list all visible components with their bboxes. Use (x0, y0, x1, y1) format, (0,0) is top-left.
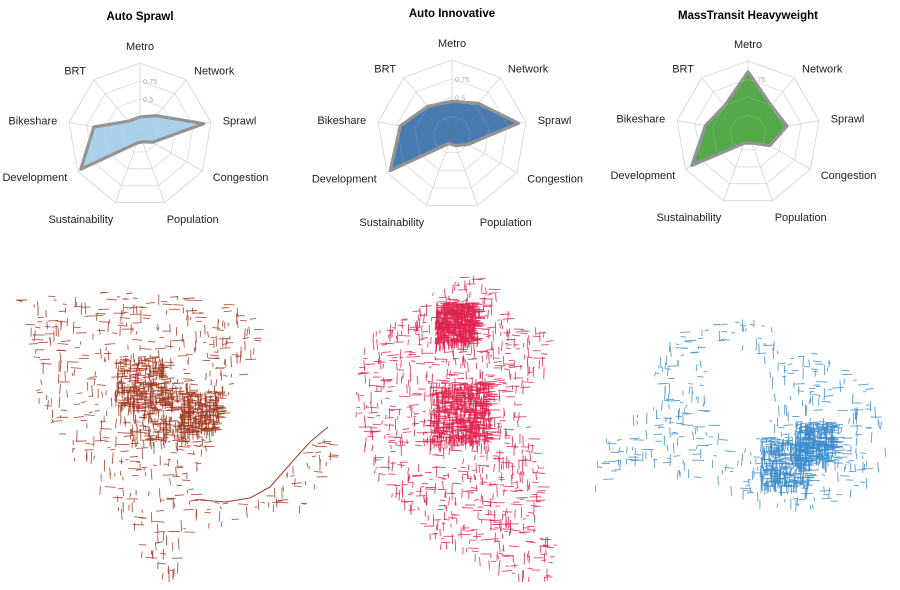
grid-ring (676, 60, 820, 202)
grid-spoke (425, 134, 453, 206)
axis-label-sustainability: Sustainability (359, 217, 424, 229)
network-segments (595, 319, 886, 512)
grid-ring (377, 59, 527, 206)
axis-label-congestion: Congestion (213, 172, 269, 184)
axis-label-network: Network (508, 63, 549, 75)
axis-label-bikeshare: Bikeshare (616, 113, 665, 125)
network-map-2 (355, 275, 557, 582)
axis-label-population: Population (167, 214, 219, 226)
axis-label-network: Network (194, 66, 235, 78)
grid-spoke (139, 134, 166, 203)
radar-chart-1: Auto Sprawl0.250.50.75MetroNetworkSprawl… (2, 11, 269, 226)
axis-label-development: Development (610, 170, 675, 182)
axis-label-metro: Metro (438, 38, 466, 50)
axis-label-brt: BRT (64, 66, 86, 78)
grid-ring-overlay (86, 80, 194, 187)
grid-ring-overlay (121, 116, 159, 153)
tick-label: 0.75 (751, 75, 766, 84)
radar-title: MassTransit Heavyweight (678, 10, 818, 22)
axis-label-population: Population (480, 217, 532, 229)
axis-label-sustainability: Sustainability (656, 212, 721, 224)
tick-label: 0.5 (455, 94, 465, 103)
grid-ring (68, 62, 212, 204)
grid-ring (396, 78, 508, 189)
axis-label-population: Population (775, 212, 827, 224)
grid-ring-overlay (396, 78, 508, 189)
radar-title: Auto Sprawl (106, 11, 173, 23)
axis-label-metro: Metro (126, 41, 154, 53)
radar-series-area (388, 99, 521, 173)
radar-panel-2: Auto Innovative0.250.50.75MetroNetworkSp… (300, 0, 600, 258)
grid-ring-overlay (694, 78, 802, 185)
radar-chart-3: MassTransit Heavyweight0.250.50.75MetroN… (610, 10, 877, 224)
radar-chart-2: Auto Innovative0.250.50.75MetroNetworkSp… (312, 8, 583, 229)
axis-label-development: Development (312, 174, 377, 186)
network-segments (16, 291, 339, 582)
grid-ring-overlay (104, 98, 176, 170)
grid-ring-overlay (414, 97, 490, 171)
grid-ring (694, 78, 802, 185)
grid-ring-overlay (729, 114, 767, 151)
tick-label: 0.75 (143, 77, 158, 86)
network-map-1 (16, 291, 339, 582)
network-map-3 (595, 319, 886, 512)
axis-label-brt: BRT (374, 63, 396, 75)
axis-label-bikeshare: Bikeshare (8, 115, 57, 127)
network-segments (355, 275, 557, 582)
axis-label-network: Network (802, 64, 843, 76)
tick-label: 0.5 (143, 95, 153, 104)
axis-label-metro: Metro (734, 39, 762, 51)
axis-label-brt: BRT (672, 64, 694, 76)
axis-label-development: Development (2, 172, 67, 184)
axis-label-sprawl: Sprawl (831, 113, 865, 125)
radar-series-area (79, 114, 206, 171)
radar-title: Auto Innovative (409, 8, 495, 20)
grid-ring-overlay (712, 96, 784, 168)
axis-label-bikeshare: Bikeshare (317, 115, 366, 127)
network-branch (199, 426, 329, 503)
axis-label-congestion: Congestion (527, 174, 583, 186)
radar-panel-1: Auto Sprawl0.250.50.75MetroNetworkSprawl… (0, 0, 300, 258)
radar-series-area (690, 70, 789, 167)
axis-label-congestion: Congestion (821, 170, 877, 182)
grid-spoke (114, 134, 141, 203)
axis-label-sustainability: Sustainability (48, 214, 113, 226)
radar-panel-3: MassTransit Heavyweight0.250.50.75MetroN… (600, 0, 900, 258)
tick-label: 0.75 (455, 75, 470, 84)
grid-ring-overlay (433, 115, 471, 153)
grid-ring (86, 80, 194, 187)
axis-label-sprawl: Sprawl (538, 115, 572, 127)
axis-label-sprawl: Sprawl (223, 115, 257, 127)
